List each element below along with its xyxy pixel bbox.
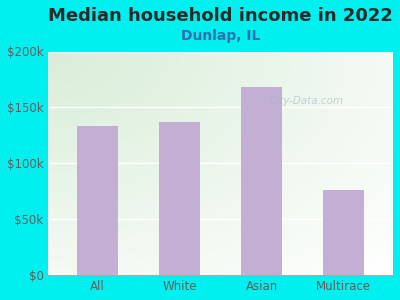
Bar: [159, 122, 200, 275]
Bar: [323, 190, 364, 275]
Title: Median household income in 2022: Median household income in 2022: [48, 7, 393, 25]
Text: Dunlap, IL: Dunlap, IL: [181, 28, 260, 43]
Bar: [241, 87, 282, 275]
Bar: [77, 126, 118, 275]
Text: City-Data.com: City-Data.com: [270, 96, 344, 106]
